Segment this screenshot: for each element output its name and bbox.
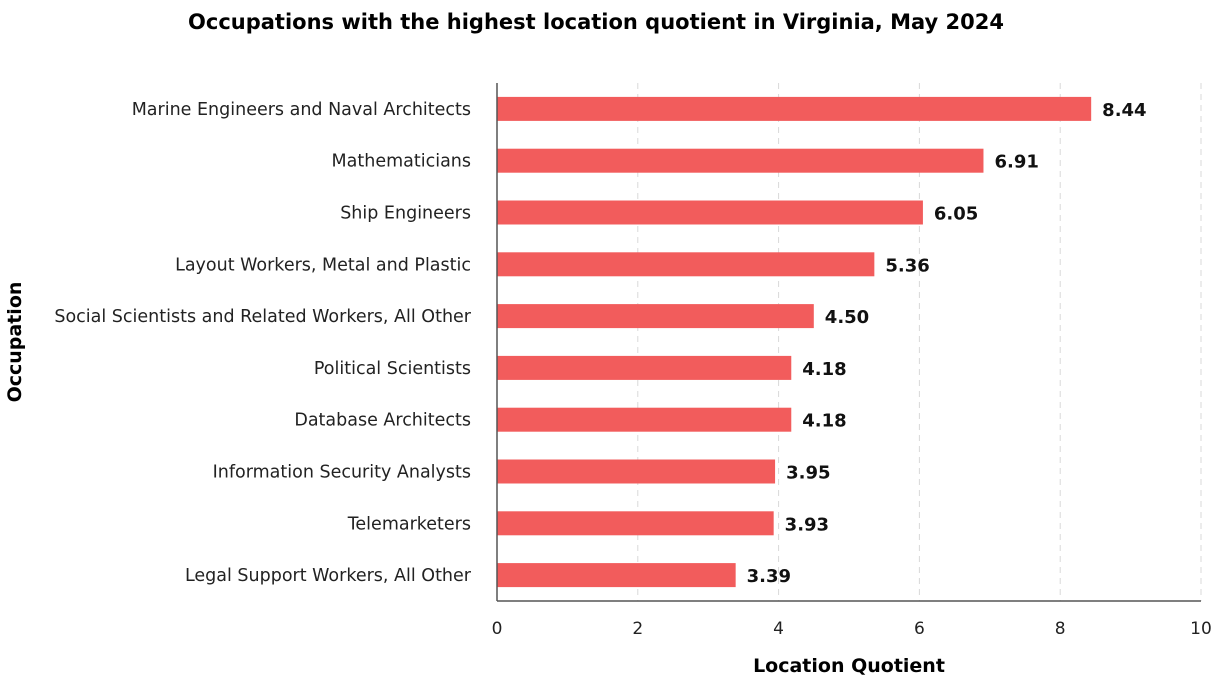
bars	[497, 96, 1092, 588]
x-tick-label: 6	[914, 619, 925, 639]
x-tick-label: 2	[632, 619, 643, 639]
value-label: 6.91	[994, 152, 1038, 173]
bar	[497, 148, 984, 173]
category-label: Layout Workers, Metal and Plastic	[175, 255, 471, 275]
x-tick-label: 10	[1190, 619, 1212, 639]
value-label: 4.18	[802, 411, 846, 432]
category-label: Telemarketers	[347, 514, 471, 534]
bar	[497, 200, 923, 225]
bar	[497, 96, 1092, 121]
x-tick-label: 0	[492, 619, 503, 639]
bar	[497, 252, 875, 277]
value-label: 8.44	[1102, 100, 1146, 121]
x-tick-label: 8	[1055, 619, 1066, 639]
x-tick-label: 4	[773, 619, 784, 639]
category-label: Marine Engineers and Naval Architects	[132, 100, 471, 120]
bar	[497, 563, 736, 588]
value-label: 3.39	[747, 566, 791, 587]
value-label: 3.95	[786, 463, 830, 484]
category-label: Ship Engineers	[340, 204, 471, 224]
bar	[497, 407, 792, 432]
bar	[497, 355, 792, 380]
category-label: Information Security Analysts	[213, 463, 471, 483]
value-labels: 8.44 6.91 6.05 5.36 4.50 4.18 4.18 3.95 3.93 3.39	[747, 100, 1147, 587]
x-tick-labels: 0 2 4 6 8 10	[492, 619, 1212, 639]
category-label: Political Scientists	[314, 359, 471, 379]
bar	[497, 511, 774, 536]
value-label: 5.36	[885, 255, 929, 276]
x-axis-title: Location Quotient	[753, 655, 945, 677]
category-label: Database Architects	[294, 411, 471, 431]
value-label: 3.93	[785, 514, 829, 535]
category-label: Mathematicians	[332, 152, 471, 172]
value-label: 4.18	[802, 359, 846, 380]
category-label: Legal Support Workers, All Other	[185, 566, 472, 586]
chart-title: Occupations with the highest location qu…	[188, 10, 1004, 34]
bar	[497, 304, 814, 329]
y-axis-title: Occupation	[4, 282, 26, 403]
value-label: 6.05	[934, 204, 978, 225]
value-label: 4.50	[825, 307, 869, 328]
category-label: Social Scientists and Related Workers, A…	[54, 307, 471, 327]
category-labels: Marine Engineers and Naval Architects Mat…	[54, 100, 471, 586]
bar	[497, 459, 776, 484]
